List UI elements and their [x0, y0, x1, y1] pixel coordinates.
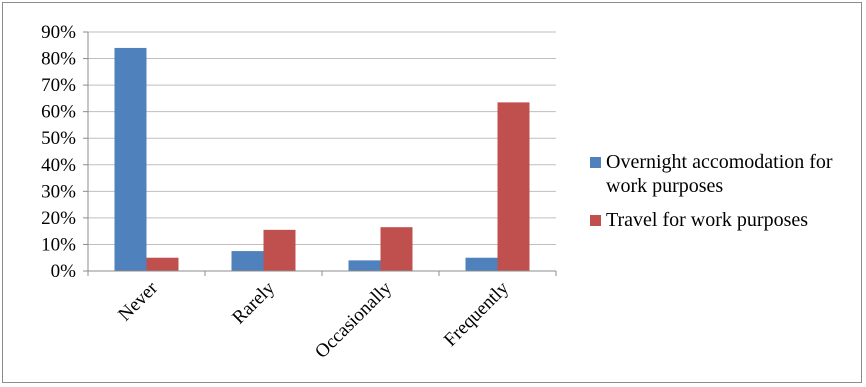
legend-swatch-overnight: [590, 157, 601, 168]
y-tick-label: 30%: [41, 181, 76, 202]
legend-swatch-travel: [590, 215, 601, 226]
x-tick-label: Rarely: [228, 277, 279, 328]
y-tick-label: 10%: [41, 234, 76, 255]
x-tick-label: Frequently: [440, 277, 513, 350]
x-tick-label: Never: [114, 277, 162, 325]
legend-item-travel: Travel for work purposes: [590, 208, 865, 232]
y-tick-label: 0%: [51, 261, 77, 282]
y-tick-label: 50%: [41, 128, 76, 149]
bar: [114, 47, 147, 271]
bar: [465, 257, 498, 271]
y-tick-label: 60%: [41, 102, 76, 123]
x-tick-label: Occasionally: [311, 277, 396, 362]
y-tick-label: 20%: [41, 208, 76, 229]
bar: [263, 229, 296, 271]
x-axis: Never Rarely Occasionally Frequently: [87, 270, 557, 363]
y-axis: 0% 10% 20% 30% 40% 50% 60% 70% 80% 90%: [41, 22, 89, 282]
gridlines: [88, 31, 556, 245]
legend-label-travel: Travel for work purposes: [606, 209, 809, 231]
bar: [348, 260, 381, 271]
bars: [114, 47, 530, 271]
bar: [497, 102, 530, 271]
legend-label-overnight: Overnight accomodation for work purposes: [606, 151, 833, 197]
y-tick-label: 80%: [41, 49, 76, 70]
y-tick-label: 90%: [41, 22, 76, 43]
bar: [380, 227, 413, 271]
bar: [231, 251, 264, 271]
y-tick-label: 70%: [41, 75, 76, 96]
y-tick-label: 40%: [41, 155, 76, 176]
legend-item-overnight: Overnight accomodation for work purposes: [590, 150, 865, 198]
legend: Overnight accomodation for work purposes…: [590, 150, 865, 242]
bar: [146, 257, 179, 271]
